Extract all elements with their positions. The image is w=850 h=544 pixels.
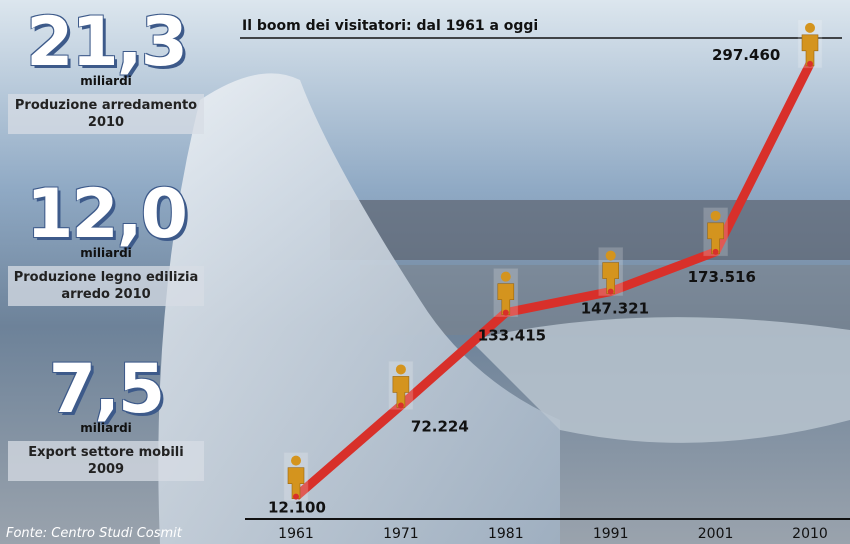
icon-head bbox=[711, 211, 721, 221]
stat-label: Produzione legno edilizia arredo 2010 bbox=[8, 266, 204, 306]
visitor-icon bbox=[704, 208, 728, 256]
value-label: 147.321 bbox=[581, 300, 649, 318]
stat-label: Export settore mobili 2009 bbox=[8, 441, 204, 481]
value-label: 133.415 bbox=[478, 327, 546, 345]
point bbox=[608, 289, 614, 295]
x-tick-label: 1971 bbox=[383, 526, 419, 542]
icon-head bbox=[501, 272, 511, 282]
value-label: 297.460 bbox=[712, 46, 780, 64]
icon-head bbox=[805, 23, 815, 33]
icon-head bbox=[606, 251, 616, 261]
x-tick-label: 2001 bbox=[698, 526, 734, 542]
building bbox=[330, 200, 850, 260]
x-tick-label: 2010 bbox=[792, 526, 828, 542]
visitor-icon bbox=[494, 269, 518, 317]
visitor-icon bbox=[798, 20, 822, 68]
stat-value: 12,0 bbox=[8, 180, 204, 250]
chart-title: Il boom dei visitatori: dal 1961 a oggi bbox=[242, 18, 538, 34]
value-label: 173.516 bbox=[688, 268, 756, 286]
point bbox=[503, 310, 509, 316]
visitor-icon bbox=[284, 453, 308, 501]
stat-unit: miliardi bbox=[8, 421, 204, 435]
source: Fonte: Centro Studi Cosmit bbox=[6, 526, 182, 541]
stat-value: 21,3 bbox=[8, 8, 204, 78]
x-tick-label: 1981 bbox=[488, 526, 524, 542]
point bbox=[713, 249, 719, 255]
stat-label: Produzione arredamento 2010 bbox=[8, 94, 204, 134]
icon-head bbox=[396, 364, 406, 374]
point bbox=[398, 402, 404, 408]
x-tick-label: 1991 bbox=[593, 526, 629, 542]
stat-value: 7,5 bbox=[8, 355, 204, 425]
value-label: 72.224 bbox=[411, 417, 469, 435]
visitor-icon bbox=[599, 248, 623, 296]
x-tick-label: 1961 bbox=[278, 526, 314, 542]
infographic: Il boom dei visitatori: dal 1961 a oggi … bbox=[0, 0, 850, 544]
point bbox=[807, 61, 813, 67]
visitor-icon bbox=[389, 361, 413, 409]
icon-head bbox=[291, 456, 301, 466]
value-label: 12.100 bbox=[268, 499, 326, 517]
